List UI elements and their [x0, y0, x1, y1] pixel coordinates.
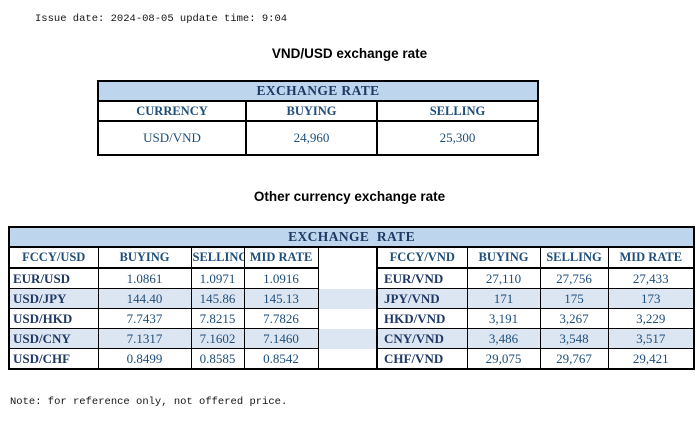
- buying-cell: 27,110: [466, 267, 541, 289]
- spacer-cell: [317, 328, 378, 349]
- selling-column-header: SELLING: [190, 246, 245, 269]
- selling-cell: 145.86: [190, 288, 245, 309]
- column-header-row: CURRENCY BUYING SELLING: [97, 100, 540, 122]
- buying-column-header: BUYING: [466, 246, 541, 269]
- selling-column-header: SELLING: [539, 246, 609, 269]
- selling-column-header: SELLING: [375, 100, 540, 122]
- selling-cell: 0.8585: [190, 348, 245, 370]
- buying-cell: 7.1317: [97, 328, 192, 349]
- midrate-cell: 3,517: [607, 328, 695, 349]
- vnd-usd-title: VND/USD exchange rate: [271, 46, 428, 61]
- selling-cell: 27,756: [539, 267, 609, 289]
- selling-cell: 7.1602: [190, 328, 245, 349]
- midrate-cell: 1.0916: [243, 267, 319, 289]
- pair-cell: HKD/VND: [376, 308, 468, 329]
- spacer-cell: [317, 308, 378, 329]
- rate-row-cny: USD/CNY 7.1317 7.1602 7.1460 CNY/VND 3,4…: [8, 328, 695, 349]
- midrate-cell: 7.7826: [243, 308, 319, 329]
- selling-cell: 7.8215: [190, 308, 245, 329]
- note-line: Note: for reference only, not offered pr…: [10, 396, 288, 408]
- table-header-row: EXCHANGE RATE: [96, 80, 540, 102]
- midrate-cell: 27,433: [607, 267, 695, 289]
- spacer-cell: [317, 288, 378, 309]
- midrate-cell: 173: [607, 288, 695, 309]
- buying-cell: 3,191: [466, 308, 541, 329]
- midrate-cell: 0.8542: [243, 348, 319, 370]
- buying-cell: 29,075: [466, 348, 541, 370]
- spacer-cell: [317, 247, 378, 268]
- pair-cell: EUR/VND: [376, 267, 468, 289]
- issue-date-line: Issue date: 2024-08-05 update time: 9:04: [35, 13, 288, 25]
- pair-cell: USD/JPY: [8, 288, 99, 309]
- table-title: EXCHANGE RATE: [96, 80, 540, 102]
- midrate-column-header: MID RATE: [243, 246, 319, 269]
- midrate-cell: 145.13: [243, 288, 319, 309]
- rate-row-chf: USD/CHF 0.8499 0.8585 0.8542 CHF/VND 29,…: [8, 348, 695, 370]
- pair-cell: USD/CNY: [8, 328, 99, 349]
- currency-column-header: CURRENCY: [97, 100, 247, 122]
- midrate-cell: 3,229: [607, 308, 695, 329]
- selling-cell: 1.0971: [190, 267, 245, 289]
- pair-cell: USD/HKD: [8, 308, 99, 329]
- pair-cell: CNY/VND: [376, 328, 468, 349]
- buying-cell: 3,486: [466, 328, 541, 349]
- selling-cell: 3,548: [539, 328, 609, 349]
- fccy-vnd-column-header: FCCY/VND: [376, 246, 468, 269]
- pair-cell: CHF/VND: [376, 348, 468, 370]
- rate-row-hkd: USD/HKD 7.7437 7.8215 7.7826 HKD/VND 3,1…: [8, 308, 695, 329]
- vnd-usd-rate-table: EXCHANGE RATE CURRENCY BUYING SELLING US…: [96, 80, 540, 156]
- buying-cell: 144.40: [97, 288, 192, 309]
- midrate-cell: 7.1460: [243, 328, 319, 349]
- buying-cell: 0.8499: [97, 348, 192, 370]
- buying-column-header: BUYING: [245, 100, 378, 122]
- usd-vnd-rate-row: USD/VND 24,960 25,300: [97, 120, 540, 156]
- rate-row-eur: EUR/USD 1.0861 1.0971 1.0916 EUR/VND 27,…: [8, 267, 695, 289]
- fccy-usd-column-header: FCCY/USD: [8, 246, 99, 269]
- buying-cell: 7.7437: [97, 308, 192, 329]
- midrate-column-header: MID RATE: [607, 246, 695, 269]
- other-currency-title: Other currency exchange rate: [253, 189, 446, 204]
- buying-cell: 24,960: [245, 120, 378, 156]
- buying-cell: 1.0861: [97, 267, 192, 289]
- column-header-row: FCCY/USD BUYING SELLING MID RATE FCCY/VN…: [8, 246, 695, 269]
- selling-cell: 29,767: [539, 348, 609, 370]
- other-currency-rate-table: EXCHANGE RATE FCCY/USD BUYING SELLING MI…: [8, 226, 696, 370]
- pair-cell: USD/CHF: [8, 348, 99, 370]
- buying-cell: 171: [466, 288, 541, 309]
- spacer-cell: [317, 348, 378, 369]
- selling-cell: 3,267: [539, 308, 609, 329]
- midrate-cell: 29,421: [607, 348, 695, 370]
- spacer-cell: [317, 268, 378, 289]
- rate-row-jpy: USD/JPY 144.40 145.86 145.13 JPY/VND 171…: [8, 288, 695, 309]
- selling-cell: 175: [539, 288, 609, 309]
- table-title: EXCHANGE RATE: [8, 226, 695, 248]
- pair-cell: JPY/VND: [376, 288, 468, 309]
- buying-column-header: BUYING: [97, 246, 192, 269]
- pair-cell: EUR/USD: [8, 267, 99, 289]
- table-header-row: EXCHANGE RATE: [8, 226, 695, 248]
- pair-cell: USD/VND: [97, 120, 247, 156]
- selling-cell: 25,300: [375, 120, 540, 156]
